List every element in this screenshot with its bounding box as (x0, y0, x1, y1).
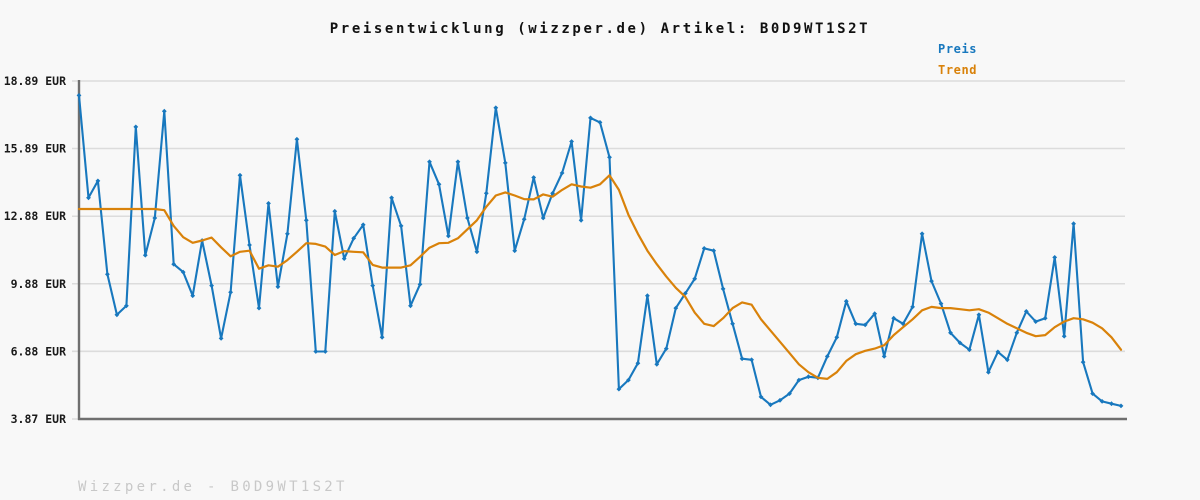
legend-item-trend: Trend (938, 63, 978, 77)
y-tick-label: 18.89 EUR (4, 74, 66, 88)
y-tick-label: 6.88 EUR (11, 344, 66, 358)
price-line (77, 94, 1123, 407)
y-tick-label: 9.88 EUR (11, 277, 66, 291)
y-tick-label: 3.87 EUR (11, 412, 66, 426)
trend-line (77, 174, 1123, 380)
gridlines (72, 80, 1125, 420)
chart-title: Preisentwicklung (wizzper.de) Artikel: B… (329, 21, 871, 37)
y-tick-label: 15.89 EUR (4, 142, 66, 156)
watermark: Wizzper.de - B0D9WT1S2T (78, 479, 348, 495)
y-tick-label: 12.88 EUR (4, 209, 66, 223)
y-axis-labels: 18.89 EUR 15.89 EUR 12.88 EUR 9.88 EUR 6.88 … (4, 74, 66, 426)
legend-item-preis: Preis (938, 42, 978, 56)
axis-spines (77, 80, 1127, 421)
chart-legend: Preis Trend (938, 39, 977, 81)
